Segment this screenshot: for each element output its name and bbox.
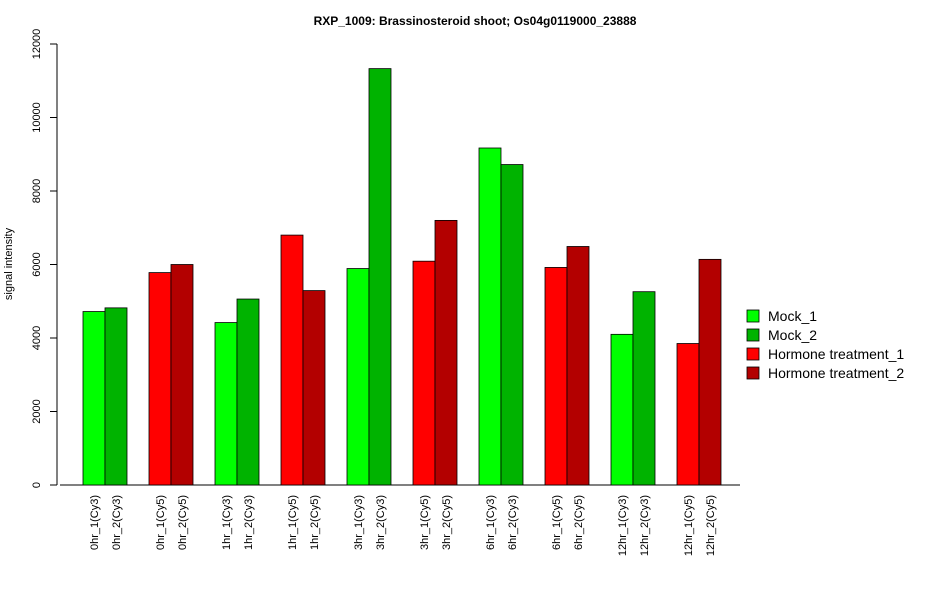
bar: [302, 290, 326, 486]
bar: [148, 272, 172, 486]
legend-label: Mock_2: [768, 327, 817, 343]
x-tick-label: 1hr_1(Cy3): [221, 495, 233, 550]
bar: [500, 164, 524, 486]
legend-swatch: [746, 347, 760, 361]
legend-swatch: [746, 366, 760, 380]
bar: [698, 258, 722, 486]
bar: [632, 291, 656, 486]
x-tick-label: 1hr_2(Cy5): [309, 495, 321, 550]
x-tick-label: 12hr_1(Cy3): [617, 495, 629, 556]
bar: [566, 246, 590, 486]
legend-swatch: [746, 328, 760, 342]
y-tick-label: 10000: [31, 102, 43, 133]
x-tick-label: 6hr_2(Cy5): [573, 495, 585, 550]
legend: Mock_1 Mock_2 Hormone treatment_1 Hormone t…: [746, 308, 904, 381]
bar: [280, 234, 304, 486]
x-tick-label: 6hr_1(Cy3): [485, 495, 497, 550]
x-tick-label: 12hr_1(Cy5): [683, 495, 695, 556]
x-tick-label: 1hr_2(Cy3): [243, 495, 255, 550]
x-tick-label: 3hr_1(Cy3): [353, 495, 365, 550]
bar: [346, 268, 370, 486]
bar: [434, 219, 458, 486]
chart-title: RXP_1009: Brassinosteroid shoot; Os04g01…: [314, 14, 637, 28]
x-tick-label: 0hr_1(Cy3): [89, 495, 101, 550]
bar: [82, 311, 106, 486]
x-tick-label: 1hr_1(Cy5): [287, 495, 299, 550]
x-tick-label: 3hr_2(Cy5): [441, 495, 453, 550]
y-tick-label: 12000: [31, 29, 43, 60]
x-tick-label: 6hr_2(Cy3): [507, 495, 519, 550]
bar: [610, 333, 634, 486]
x-tick-label: 3hr_1(Cy5): [419, 495, 431, 550]
bar: [170, 264, 194, 486]
y-tick-label: 8000: [31, 179, 43, 203]
x-tick-label: 3hr_2(Cy3): [375, 495, 387, 550]
x-tick-label: 0hr_2(Cy5): [177, 495, 189, 550]
x-tick-label: 0hr_2(Cy3): [111, 495, 123, 550]
bar: [478, 147, 502, 486]
x-tick-label: 12hr_2(Cy5): [705, 495, 717, 556]
bar: [368, 68, 392, 486]
bars-group: [60, 68, 740, 486]
legend-label: Hormone treatment_1: [768, 346, 904, 362]
bar: [676, 343, 700, 486]
bar: [236, 298, 260, 486]
y-axis: 0 2000 4000 6000 8000 10000 12000: [31, 29, 58, 488]
y-axis-label: signal intensity: [3, 227, 15, 300]
legend-swatch: [746, 309, 760, 323]
x-tick-labels: 0hr_1(Cy3) 0hr_2(Cy3) 0hr_1(Cy5) 0hr_2(Cy5)…: [89, 495, 717, 556]
y-tick-label: 6000: [31, 252, 43, 276]
bar: [412, 260, 436, 486]
y-tick-label: 2000: [31, 399, 43, 423]
x-tick-label: 12hr_2(Cy3): [639, 495, 651, 556]
legend-label: Hormone treatment_2: [768, 365, 904, 381]
y-tick-label: 0: [31, 482, 43, 488]
x-tick-label: 0hr_1(Cy5): [155, 495, 167, 550]
x-tick-label: 6hr_1(Cy5): [551, 495, 563, 550]
y-tick-label: 4000: [31, 326, 43, 350]
bar: [544, 267, 568, 486]
bar: [214, 322, 238, 486]
legend-label: Mock_1: [768, 308, 817, 324]
bar: [104, 307, 128, 486]
